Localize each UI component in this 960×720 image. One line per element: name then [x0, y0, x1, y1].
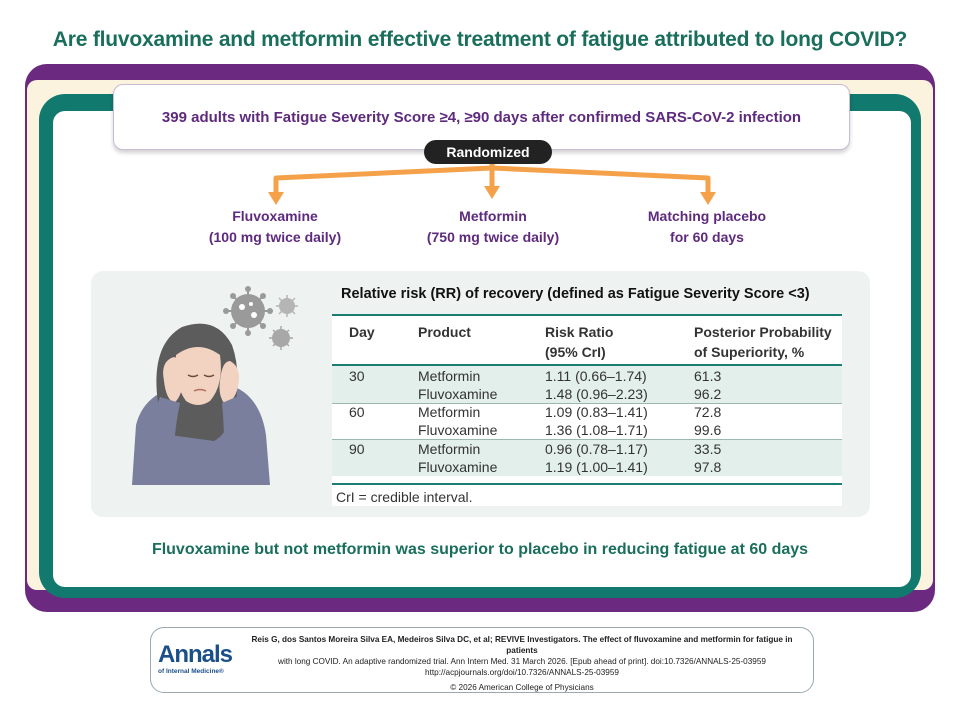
cell-product: Metformin [418, 441, 481, 457]
logo-main: Annals [158, 641, 233, 668]
header-risk-ratio-line1: Risk Ratio [545, 324, 614, 340]
right-sleeve [222, 397, 244, 445]
cell-product: Fluvoxamine [418, 422, 498, 438]
virus-icon [223, 286, 273, 336]
row-band-day30 [332, 366, 842, 403]
population-text: 399 adults with Fatigue Severity Score ≥… [161, 108, 802, 126]
cell-ratio: 1.36 (1.08–1.71) [545, 422, 648, 438]
arm-name: Matching placebo [647, 208, 767, 224]
header-risk-ratio: Risk Ratio (95% CrI) [545, 322, 613, 362]
cell-prob: 61.3 [694, 368, 722, 384]
arm-name: Metformin [459, 208, 527, 224]
cell-prob: 99.6 [694, 422, 722, 438]
cell-product: Metformin [418, 368, 481, 384]
header-risk-ratio-line2: (95% CrI) [545, 344, 606, 360]
cell-ratio: 0.96 (0.78–1.17) [545, 441, 648, 457]
left-hand [163, 357, 184, 403]
arm-fluvoxamine: Fluvoxamine (100 mg twice daily) [185, 206, 365, 248]
page-title: Are fluvoxamine and metformin effective … [52, 28, 908, 51]
left-sleeve [154, 397, 180, 445]
row-rule [332, 403, 842, 404]
cell-product: Fluvoxamine [418, 386, 498, 402]
arm-placebo: Matching placebo for 60 days [617, 206, 797, 248]
table-footnote: CrI = credible interval. [336, 489, 473, 505]
cell-prob: 97.8 [694, 459, 722, 475]
arm-detail: (100 mg twice daily) [208, 229, 342, 245]
arm-detail: (750 mg twice daily) [426, 229, 560, 245]
cell-day: 60 [349, 404, 365, 420]
arrowhead-right [700, 192, 716, 205]
citation-line: Reis G, dos Santos Moreira Silva EA, Med… [251, 635, 793, 655]
cell-prob: 72.8 [694, 404, 722, 420]
fatigued-person-illustration [132, 286, 298, 485]
cell-prob: 33.5 [694, 441, 722, 457]
cell-product: Fluvoxamine [418, 459, 498, 475]
cell-ratio: 1.09 (0.83–1.41) [545, 404, 648, 420]
header-probability: Posterior Probability of Superiority, % [694, 322, 832, 362]
arrowhead-center [484, 186, 500, 199]
virus-icon [269, 326, 293, 350]
arm-detail: for 60 days [670, 229, 744, 245]
citation-line: with long COVID. An adaptive randomized … [278, 657, 766, 666]
cell-product: Metformin [418, 404, 481, 420]
cell-prob: 96.2 [694, 386, 722, 402]
arm-name: Fluvoxamine [232, 208, 318, 224]
header-probability-line1: Posterior Probability [694, 324, 832, 340]
table-top-rule [332, 314, 842, 316]
conclusion-text: Fluvoxamine but not metformin was superi… [151, 541, 809, 558]
table-title: Relative risk (RR) of recovery (defined … [341, 286, 810, 302]
virus-icon [276, 295, 298, 317]
citation-box [150, 627, 814, 693]
copyright: © 2026 American College of Physicians [450, 683, 594, 692]
row-rule [332, 439, 842, 440]
citation-link[interactable]: http://acpjournals.org/doi/10.7326/ANNAL… [425, 668, 619, 677]
journal-logo: Annals of Internal Medicine® [158, 641, 233, 676]
right-hand [219, 361, 239, 403]
cell-day: 30 [349, 368, 365, 384]
arrowhead-left [268, 192, 284, 205]
cell-ratio: 1.11 (0.66–1.74) [545, 368, 647, 384]
results-table: Day Product Risk Ratio (95% CrI) Posteri… [332, 314, 842, 506]
citation-text: Reis G, dos Santos Moreira Silva EA, Med… [237, 634, 807, 693]
table-bottom-rule [332, 483, 842, 485]
cell-ratio: 1.19 (1.00–1.41) [545, 459, 648, 475]
cell-day: 90 [349, 441, 365, 457]
header-probability-line2: of Superiority, % [694, 344, 805, 360]
randomized-badge: Randomized [424, 140, 552, 164]
arm-metformin: Metformin (750 mg twice daily) [400, 206, 586, 248]
face [175, 347, 221, 405]
header-product: Product [418, 324, 471, 340]
logo-sub: of Internal Medicine® [158, 668, 224, 675]
row-band-day90 [332, 440, 842, 476]
cell-ratio: 1.48 (0.96–2.23) [545, 386, 648, 402]
header-bottom-rule [332, 364, 842, 366]
header-day: Day [349, 324, 375, 340]
